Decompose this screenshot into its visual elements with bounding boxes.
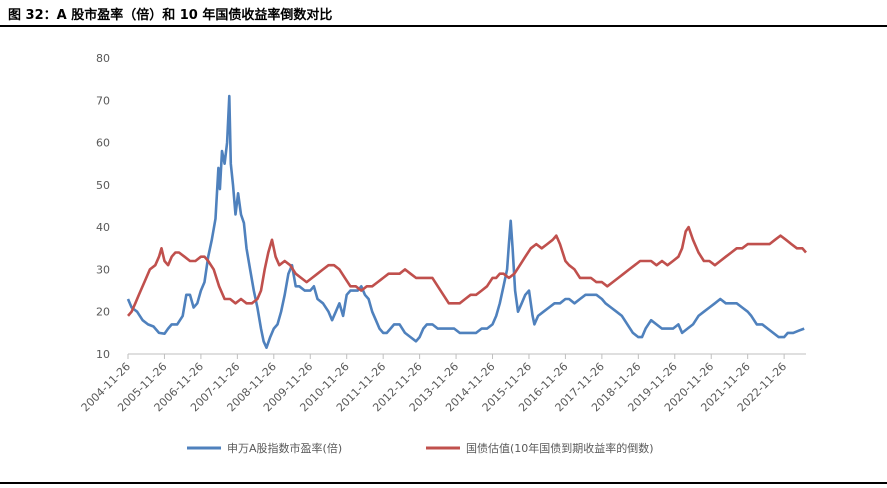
series-lines: [126, 94, 807, 349]
y-tick-label: 70: [96, 94, 110, 107]
y-tick-label: 60: [96, 137, 110, 150]
y-tick-label: 30: [96, 263, 110, 276]
y-tick-label: 80: [96, 52, 110, 65]
y-axis: 10 20 30 40 50 60 70 80: [96, 52, 110, 361]
series-line-1: [126, 94, 805, 349]
figure-title: 图 32：A 股市盈率（倍）和 10 年国债收益率倒数对比: [8, 8, 333, 23]
y-tick-label: 10: [96, 348, 110, 361]
series-line-2: [127, 225, 807, 317]
y-tick-label: 20: [96, 306, 110, 319]
legend: 申万A股指数市盈率(倍) 国债估值(10年国债到期收益率的倒数): [187, 441, 654, 455]
bottom-rule: [0, 482, 887, 484]
y-tick-label: 40: [96, 221, 110, 234]
x-axis: 2004-11-262005-11-262006-11-262007-11-26…: [79, 353, 806, 414]
legend-label-1: 申万A股指数市盈率(倍): [227, 441, 342, 455]
legend-label-2: 国债估值(10年国债到期收益率的倒数): [466, 441, 654, 455]
top-rule: [0, 25, 887, 27]
y-tick-label: 50: [96, 179, 110, 192]
